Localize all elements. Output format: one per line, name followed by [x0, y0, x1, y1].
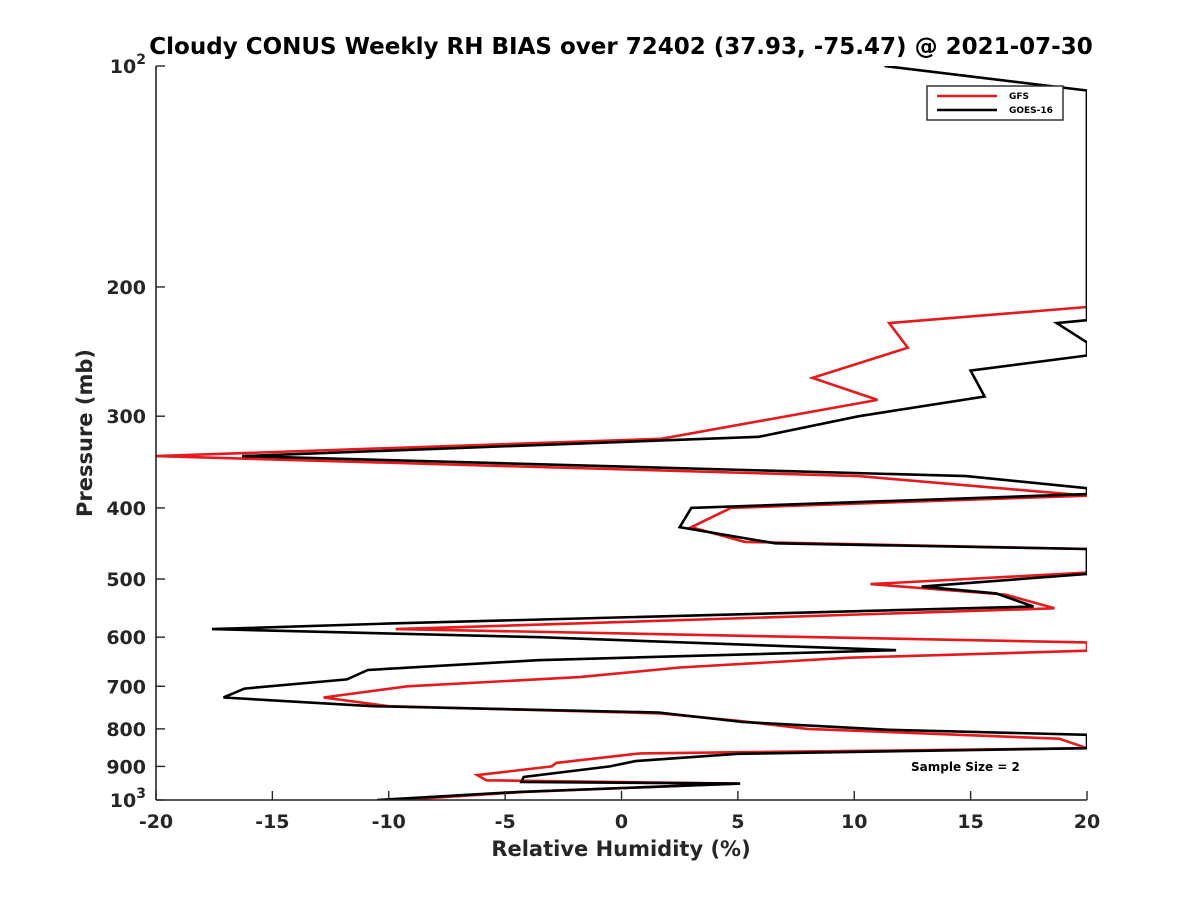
x-axis-label: Relative Humidity (%) — [491, 837, 750, 861]
x-tick-label: 5 — [731, 811, 744, 833]
x-tick-label: -15 — [255, 811, 289, 833]
series-line-goes-16 — [211, 66, 1087, 800]
series-line-gfs — [156, 93, 1087, 800]
x-tick-label: -5 — [495, 811, 516, 833]
sample-size-annotation: Sample Size = 2 — [911, 760, 1020, 774]
x-tick-label: -10 — [372, 811, 406, 833]
x-tick-label: 20 — [1074, 811, 1100, 833]
y-tick-label: 200 — [106, 277, 146, 299]
legend-box — [926, 85, 1064, 121]
y-tick-label: 700 — [106, 676, 146, 698]
y-tick-label: 103 — [110, 786, 146, 812]
y-tick-label: 800 — [106, 719, 146, 741]
x-tick-label: 0 — [615, 811, 628, 833]
x-tick-label: 10 — [841, 811, 867, 833]
y-tick-label: 300 — [106, 406, 146, 428]
legend: GFS GOES-16 — [926, 85, 1064, 121]
x-tick-label: -20 — [139, 811, 173, 833]
chart-title: Cloudy CONUS Weekly RH BIAS over 72402 (… — [149, 34, 1092, 60]
y-tick-label: 400 — [106, 498, 146, 520]
legend-label: GOES-16 — [1009, 106, 1053, 116]
y-tick-label: 102 — [110, 52, 146, 78]
y-tick-label: 600 — [106, 627, 146, 649]
x-tick-label: 15 — [957, 811, 983, 833]
legend-label: GFS — [1009, 92, 1029, 102]
y-tick-label: 900 — [106, 756, 146, 778]
y-tick-label: 500 — [106, 569, 146, 591]
y-axis-label: Pressure (mb) — [73, 349, 97, 517]
